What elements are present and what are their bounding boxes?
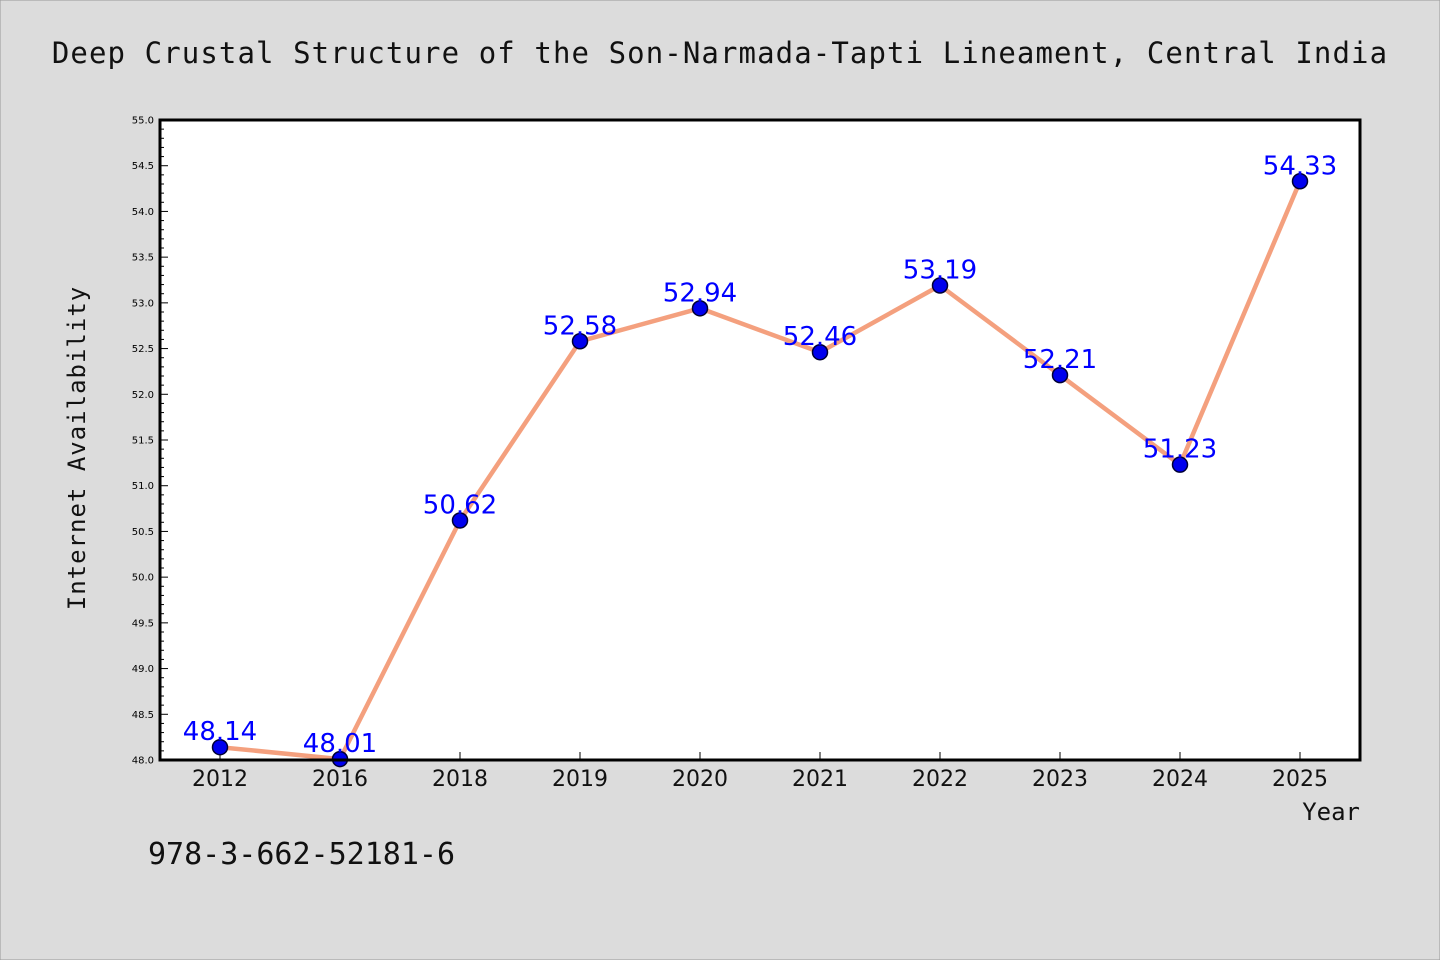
data-point [1051, 366, 1069, 384]
data-label: 50.62 [423, 490, 497, 520]
data-label: 52.21 [1023, 345, 1097, 375]
data-point [1291, 173, 1309, 190]
y-tick-label: 50.0 [132, 573, 154, 584]
y-tick-label: 53.5 [132, 253, 154, 264]
data-label: 51.23 [1143, 435, 1217, 465]
x-tick-label: 2025 [1272, 767, 1328, 792]
data-label: 48.01 [303, 729, 377, 759]
data-label: 54.33 [1263, 151, 1337, 181]
x-axis-label: Year [1302, 798, 1360, 826]
data-label: 52.46 [783, 322, 857, 352]
x-tick-label: 2019 [552, 767, 608, 792]
x-tick-label: 2020 [672, 767, 728, 792]
plot-area [160, 120, 1360, 760]
data-point [571, 333, 589, 350]
data-label: 48.14 [183, 717, 257, 747]
data-point [691, 300, 709, 317]
x-tick-label: 2016 [312, 767, 368, 792]
y-tick-label: 51.0 [132, 481, 154, 492]
series-line [217, 179, 1303, 762]
y-tick-label: 53.0 [132, 298, 154, 309]
x-tick-label: 2023 [1032, 767, 1088, 792]
data-point [811, 343, 829, 361]
data-point [1171, 456, 1189, 473]
y-tick-label: 54.0 [132, 207, 154, 218]
y-tick-label: 49.5 [132, 618, 154, 629]
x-tick-label: 2022 [912, 767, 968, 792]
chart-title: Deep Crustal Structure of the Son-Narmad… [52, 36, 1388, 70]
y-tick-label: 52.5 [132, 344, 154, 355]
y-tick-label: 55.0 [132, 116, 154, 127]
y-tick-label: 51.5 [132, 436, 154, 447]
data-point [931, 277, 949, 294]
y-tick-label: 50.5 [132, 527, 154, 538]
data-point [451, 512, 469, 529]
y-tick-label: 48.5 [132, 710, 154, 721]
data-labels: 48.14 48.01 50.62 52.58 52.94 52.46 53.19 52.21… [183, 151, 1337, 759]
data-label: 52.94 [663, 278, 737, 308]
data-label: 53.19 [903, 255, 977, 285]
x-tick-label: 2024 [1152, 767, 1208, 792]
y-tick-label: 49.0 [132, 664, 154, 675]
y-axis-label: Internet Availability [63, 286, 91, 610]
x-tick-label: 2021 [792, 767, 848, 792]
data-label: 52.58 [543, 311, 617, 341]
y-tick-label: 48.0 [132, 756, 154, 767]
x-tick-label: 2018 [432, 767, 488, 792]
data-point [211, 738, 229, 756]
series-markers [211, 173, 1309, 768]
x-axis-ticks: 2012 2016 2018 2019 2020 2021 2022 2023 2024 2025 [192, 752, 1328, 792]
isbn-annotation: 978-3-662-52181-6 [148, 837, 455, 872]
y-axis-ticks: 48.0 48.5 49.0 49.5 50.0 50.5 51.0 51.5 52.0 52.5… [132, 116, 168, 767]
plot-frame [158, 118, 1362, 762]
y-tick-label: 54.5 [132, 161, 154, 172]
y-tick-label: 52.0 [132, 390, 154, 401]
x-tick-label: 2012 [192, 767, 248, 792]
